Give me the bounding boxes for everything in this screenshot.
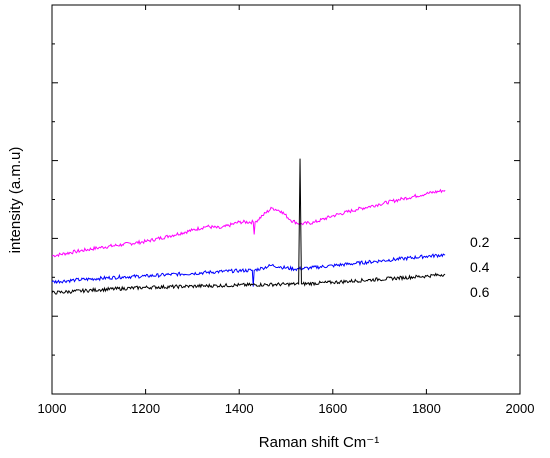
x-tick-label: 1000 bbox=[38, 401, 67, 416]
series-labels: 0.2 0.4 0.6 bbox=[470, 234, 490, 300]
x-axis-ticks: 1000 1200 1400 1600 1800 2000 bbox=[38, 5, 535, 416]
y-axis-title: intensity (a.m.u) bbox=[7, 147, 24, 254]
x-axis-title: Raman shift Cm⁻¹ bbox=[259, 434, 379, 451]
x-tick-label: 2000 bbox=[506, 401, 535, 416]
plot-frame bbox=[51, 4, 521, 395]
y-axis-ticks bbox=[52, 4, 520, 395]
x-tick-label: 1600 bbox=[318, 401, 347, 416]
x-tick-label: 1800 bbox=[412, 401, 441, 416]
x-tick-label: 1200 bbox=[131, 401, 160, 416]
series-layer bbox=[51, 158, 446, 295]
series-line-0-4 bbox=[51, 253, 446, 287]
x-tick-label: 1400 bbox=[225, 401, 254, 416]
series-label-0-2: 0.2 bbox=[470, 234, 490, 250]
series-line-0-2 bbox=[51, 188, 446, 258]
series-label-0-4: 0.4 bbox=[470, 259, 490, 275]
series-label-0-6: 0.6 bbox=[470, 284, 490, 300]
series-line-0-6 bbox=[51, 158, 446, 295]
